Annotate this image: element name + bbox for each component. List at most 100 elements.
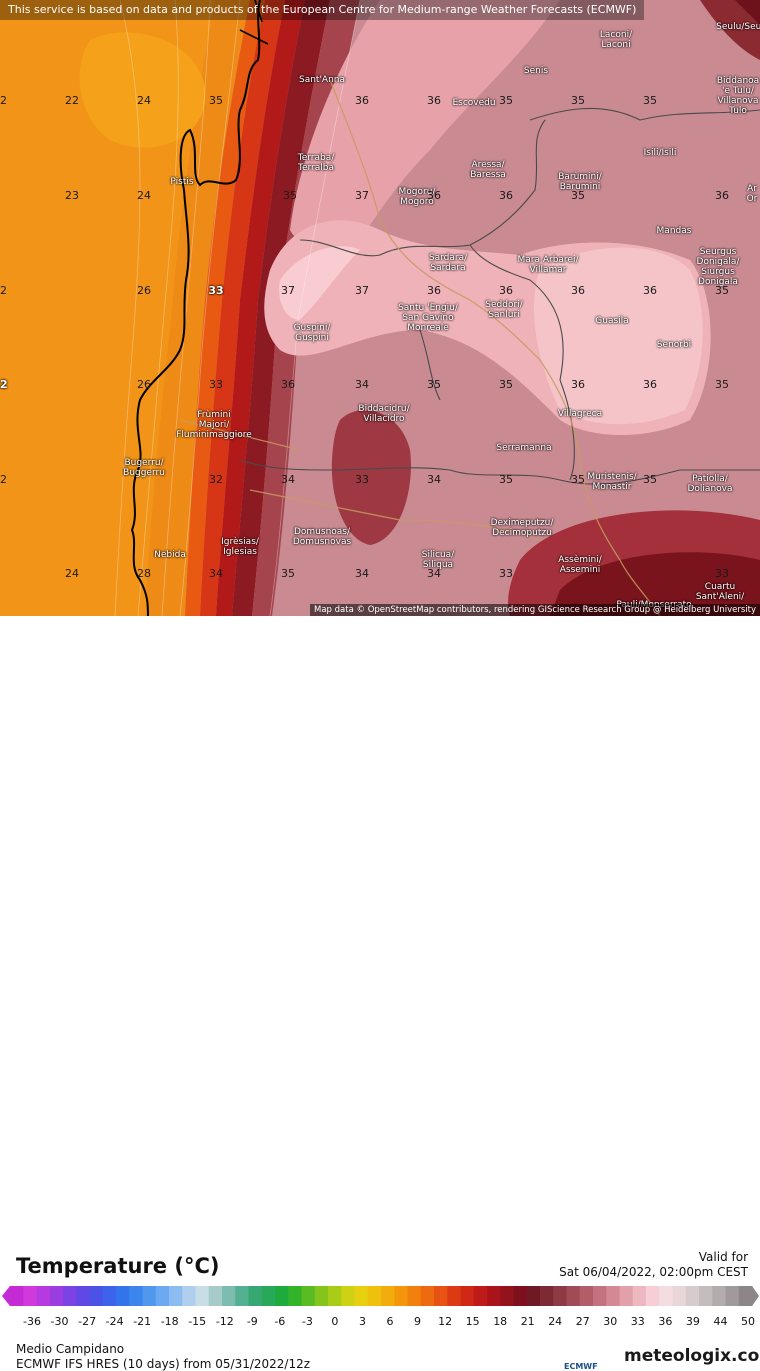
scale-tick-label: 18 — [493, 1315, 507, 1328]
color-scale-swatch — [646, 1286, 660, 1306]
band-33 — [232, 0, 330, 616]
scale-tick-label: 50 — [741, 1315, 755, 1328]
hot-zone-north — [290, 0, 560, 251]
temperature-value: 33 — [209, 378, 223, 391]
band-south-core — [550, 552, 760, 616]
place-label: Igrèsias/ Iglesias — [221, 537, 259, 557]
map-attribution[interactable]: Map data © OpenStreetMap contributors, r… — [310, 604, 760, 616]
scale-tick-label: 36 — [658, 1315, 672, 1328]
color-scale-swatch — [261, 1286, 276, 1306]
color-scale-swatch — [473, 1286, 488, 1306]
temperature-value: 37 — [355, 284, 369, 297]
color-scale-swatch — [314, 1286, 329, 1306]
scale-tick-label: 0 — [331, 1315, 338, 1328]
temperature-value: 36 — [281, 378, 295, 391]
temperature-value: 33 — [355, 473, 369, 486]
place-label: Biddacidru/ Villacidro — [358, 404, 410, 424]
color-scale-swatch — [579, 1286, 594, 1306]
color-scale-swatch — [275, 1286, 289, 1306]
place-label: Frùmini Majori/ Fluminimaggiore — [176, 410, 252, 440]
scale-tick-label: -15 — [188, 1315, 206, 1328]
temperature-value: 35 — [571, 473, 585, 486]
color-scale-swatch — [116, 1286, 130, 1306]
temperature-value: 34 — [427, 473, 441, 486]
temperature-value: 35 — [209, 94, 223, 107]
scale-tick-label: -3 — [302, 1315, 313, 1328]
admin-borders — [239, 107, 760, 485]
temperature-value: 22 — [65, 94, 79, 107]
band-31 — [216, 0, 305, 616]
color-scale-swatch — [169, 1286, 183, 1306]
temperature-value: 22 — [0, 94, 7, 107]
band-21-pocket — [79, 32, 206, 148]
place-label: Muristenis/ Monastir — [587, 472, 637, 492]
place-label: Cuartu Sant'Aleni/ — [695, 582, 745, 602]
temperature-value: 36 — [427, 284, 441, 297]
place-label: Seddori/ Sanluri — [485, 300, 523, 320]
scale-tick-label: 30 — [603, 1315, 617, 1328]
temperature-value: 36 — [499, 284, 513, 297]
meteologix-logo[interactable]: meteologix.com — [624, 1346, 760, 1366]
place-label: Mandas — [656, 226, 692, 236]
temperature-value: 35 — [281, 567, 295, 580]
temperature-value: 34 — [427, 567, 441, 580]
band-26 — [185, 0, 265, 616]
temperature-value: 26 — [137, 378, 151, 391]
valid-date: Sat 06/04/2022, 02:00pm CEST — [559, 1265, 748, 1279]
roads — [179, 79, 661, 616]
temperature-value: 34 — [355, 567, 369, 580]
place-label: Domusnoas/ Domusnovas — [292, 527, 352, 547]
temperature-value: 24 — [65, 567, 79, 580]
scale-tick-label: 3 — [359, 1315, 366, 1328]
color-scale-swatch — [712, 1286, 727, 1306]
color-scale-swatch — [447, 1286, 462, 1306]
color-scale-swatch — [23, 1286, 38, 1306]
color-scale-swatch — [500, 1286, 515, 1306]
scale-tick-label: 21 — [521, 1315, 535, 1328]
place-label: Aressa/ Baressa — [470, 160, 506, 180]
coastline — [130, 0, 261, 616]
band-22-sea — [0, 0, 215, 616]
place-label: Patiolla/ Dolianova — [687, 474, 733, 494]
color-scale-swatch — [672, 1286, 687, 1306]
color-scale-swatch — [487, 1286, 501, 1306]
color-scale-swatch — [685, 1286, 700, 1306]
color-scale-swatch — [367, 1286, 382, 1306]
color-scale-swatch — [434, 1286, 448, 1306]
temperature-value: 23 — [65, 189, 79, 202]
temperature-value: 34 — [281, 473, 295, 486]
color-scale-swatch — [553, 1286, 568, 1306]
color-scale-swatch — [513, 1286, 528, 1306]
valid-for-label: Valid for — [698, 1250, 748, 1264]
temperature-value: 33 — [208, 284, 224, 297]
place-label: Villagreca — [557, 409, 603, 419]
scale-tick-label: 44 — [714, 1315, 728, 1328]
band-ne — [700, 0, 760, 60]
place-label: Mogoru/ Mogoro — [398, 187, 436, 207]
place-label: Senorbì — [656, 340, 692, 350]
temperature-value: 24 — [137, 189, 151, 202]
color-scale-swatch — [248, 1286, 263, 1306]
scale-tick-label: 6 — [387, 1315, 394, 1328]
place-label: Pistis — [170, 177, 194, 187]
temperature-value: 36 — [355, 94, 369, 107]
coastline-detail — [239, 0, 269, 45]
color-scale-swatch — [142, 1286, 157, 1306]
color-scale-swatch — [738, 1286, 753, 1306]
place-label: Silicua/ Siliqua — [421, 550, 455, 570]
color-scale-swatch — [381, 1286, 395, 1306]
temperature-value: 35 — [643, 94, 657, 107]
color-scale-swatch — [235, 1286, 250, 1306]
place-label: Senis — [523, 66, 549, 76]
temperature-value: 35 — [499, 94, 513, 107]
temperature-value: 32 — [209, 473, 223, 486]
temperature-value: 24 — [137, 94, 151, 107]
place-label: Santu 'Engiu/ San Gavino Monreale — [398, 303, 458, 333]
cool-pocket-villacidro — [331, 410, 411, 545]
place-label: Assèmini/ Assemini — [558, 555, 602, 575]
weather-map[interactable]: This service is based on data and produc… — [0, 0, 760, 616]
scale-tick-label: -18 — [161, 1315, 179, 1328]
scale-tick-label: 9 — [414, 1315, 421, 1328]
temperature-value: 36 — [499, 189, 513, 202]
color-scale-swatch — [632, 1286, 647, 1306]
